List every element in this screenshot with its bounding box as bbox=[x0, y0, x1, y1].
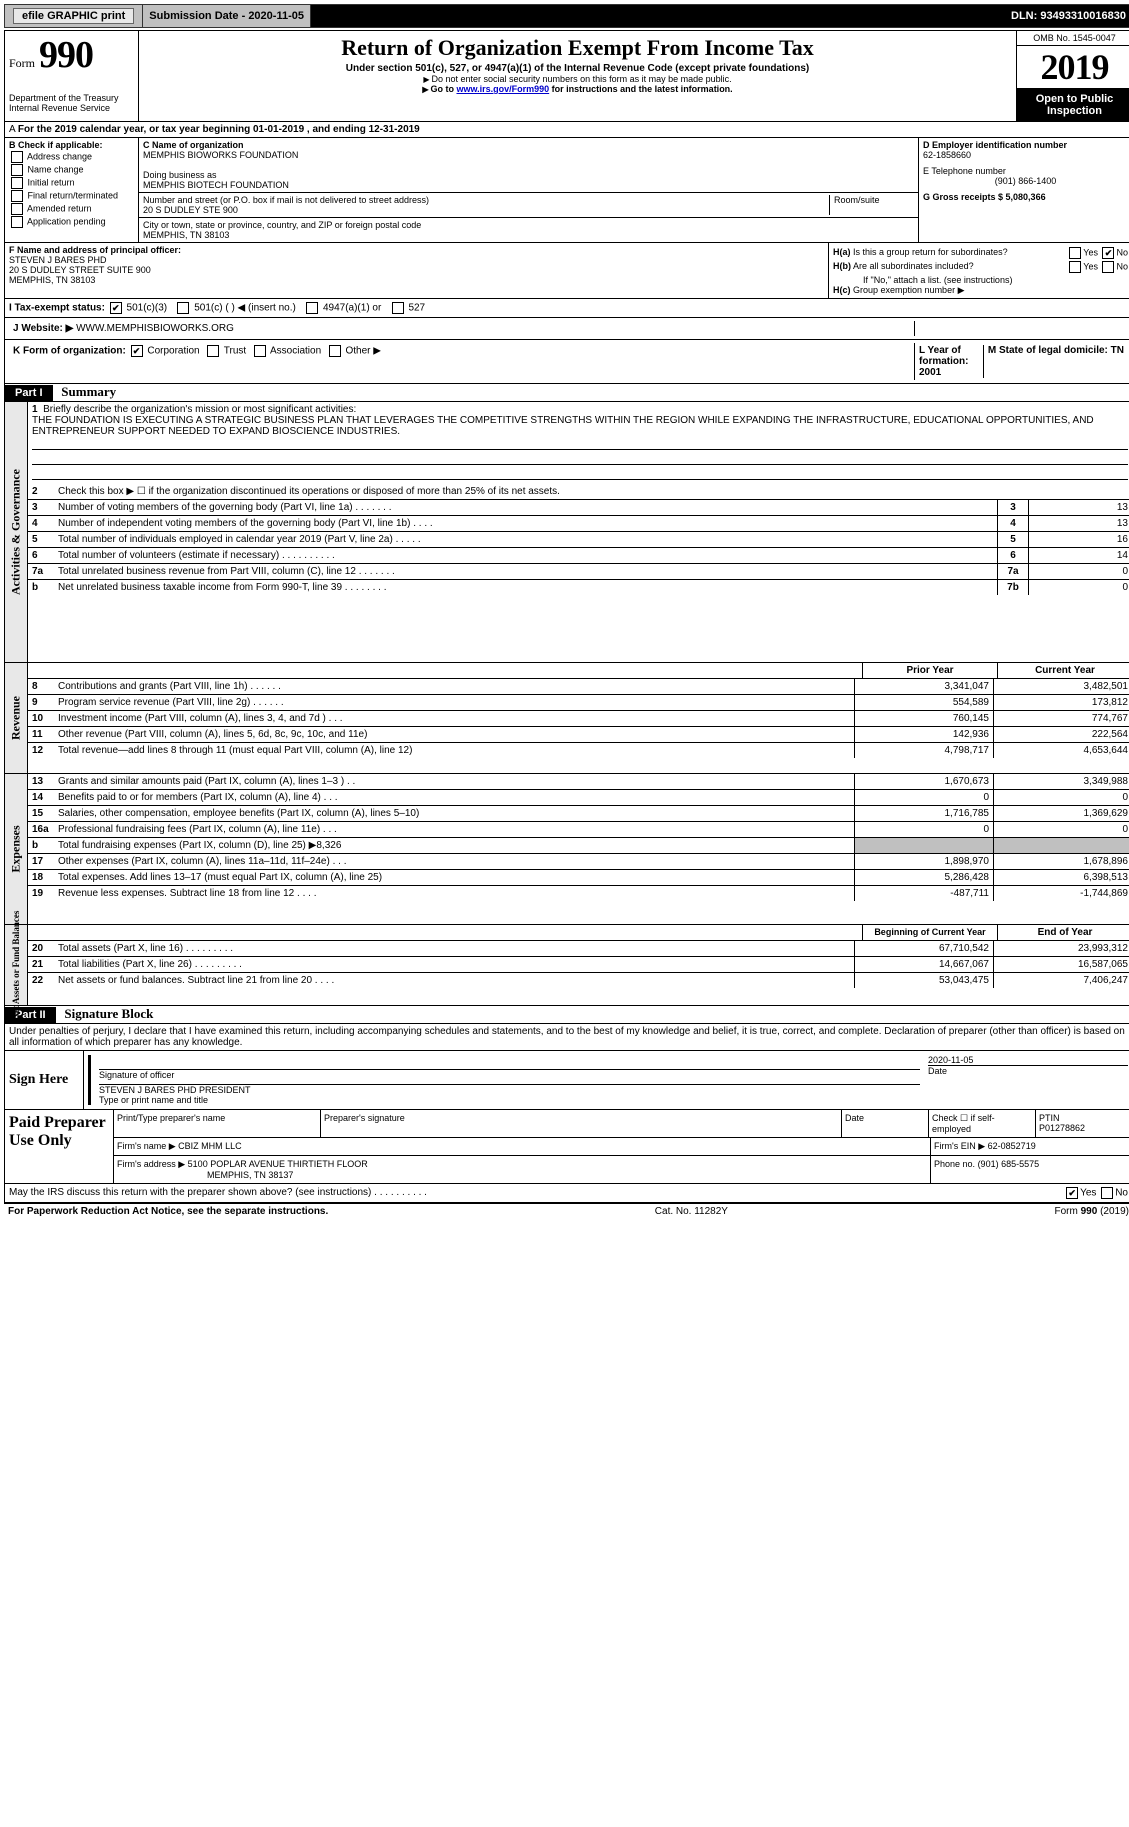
part1-header: Part I bbox=[5, 385, 53, 401]
website: WWW.MEMPHISBIOWORKS.ORG bbox=[76, 323, 234, 334]
org-name: MEMPHIS BIOWORKS FOUNDATION bbox=[143, 150, 914, 160]
discuss-preparer: May the IRS discuss this return with the… bbox=[9, 1187, 1064, 1199]
table-row: 15Salaries, other compensation, employee… bbox=[28, 806, 1129, 822]
form-container: Form 990 Department of the Treasury Inte… bbox=[4, 30, 1129, 1204]
form-number: 990 bbox=[39, 33, 93, 77]
street-label: Number and street (or P.O. box if mail i… bbox=[143, 195, 825, 205]
table-row: 16aProfessional fundraising fees (Part I… bbox=[28, 822, 1129, 838]
dba: MEMPHIS BIOTECH FOUNDATION bbox=[143, 180, 914, 190]
table-row: 18Total expenses. Add lines 13–17 (must … bbox=[28, 870, 1129, 886]
note-goto-pre: Go to bbox=[422, 84, 456, 94]
table-row: 9Program service revenue (Part VIII, lin… bbox=[28, 695, 1129, 711]
table-row: 22Net assets or fund balances. Subtract … bbox=[28, 973, 1129, 988]
firm-ein: 62-0852719 bbox=[988, 1141, 1036, 1151]
room-label: Room/suite bbox=[830, 195, 914, 215]
signer-name: STEVEN J BARES PHD PRESIDENT bbox=[99, 1085, 920, 1095]
table-row: 13Grants and similar amounts paid (Part … bbox=[28, 774, 1129, 790]
dln: DLN: 93493310016830 bbox=[311, 5, 1129, 27]
table-row: 8Contributions and grants (Part VIII, li… bbox=[28, 679, 1129, 695]
officer-label: F Name and address of principal officer: bbox=[9, 245, 824, 255]
table-row: 10Investment income (Part VIII, column (… bbox=[28, 711, 1129, 727]
efile-button[interactable]: efile GRAPHIC print bbox=[13, 8, 134, 24]
submission-date: Submission Date - 2020-11-05 bbox=[143, 5, 311, 27]
table-row: 17Other expenses (Part IX, column (A), l… bbox=[28, 854, 1129, 870]
officer-name: STEVEN J BARES PHD bbox=[9, 255, 824, 265]
footer-form: Form 990 (2019) bbox=[1055, 1206, 1129, 1217]
year-formation: L Year of formation: 2001 bbox=[919, 345, 984, 378]
dept-irs: Internal Revenue Service bbox=[9, 103, 134, 113]
vtab-revenue: Revenue bbox=[9, 696, 24, 740]
sig-date: 2020-11-05 bbox=[928, 1055, 1128, 1065]
form-label: Form bbox=[9, 56, 35, 71]
vtab-expenses: Expenses bbox=[9, 825, 24, 872]
tax-year: 2019 bbox=[1017, 46, 1129, 89]
mission: THE FOUNDATION IS EXECUTING A STRATEGIC … bbox=[32, 415, 1128, 437]
city: MEMPHIS, TN 38103 bbox=[143, 230, 914, 240]
org-name-label: C Name of organization bbox=[143, 140, 914, 150]
city-label: City or town, state or province, country… bbox=[143, 220, 914, 230]
line-a: A For the 2019 calendar year, or tax yea… bbox=[5, 122, 1129, 138]
form-subtitle: Under section 501(c), 527, or 4947(a)(1)… bbox=[143, 63, 1012, 74]
table-row: 11Other revenue (Part VIII, column (A), … bbox=[28, 727, 1129, 743]
box-b: B Check if applicable: Address change Na… bbox=[5, 138, 139, 242]
note-ssn: Do not enter social security numbers on … bbox=[143, 74, 1012, 84]
ptin: P01278862 bbox=[1039, 1123, 1085, 1133]
officer-addr1: 20 S DUDLEY STREET SUITE 900 bbox=[9, 265, 824, 275]
form-title: Return of Organization Exempt From Incom… bbox=[143, 35, 1012, 61]
table-row: 21Total liabilities (Part X, line 26) . … bbox=[28, 957, 1129, 973]
dba-label: Doing business as bbox=[143, 170, 914, 180]
table-row: 19Revenue less expenses. Subtract line 1… bbox=[28, 886, 1129, 901]
vtab-netassets: Net Assets or Fund Balances bbox=[11, 911, 21, 1020]
firm-addr: 5100 POPLAR AVENUE THIRTIETH FLOOR bbox=[188, 1159, 368, 1169]
dept-treasury: Department of the Treasury bbox=[9, 93, 134, 103]
table-row: bTotal fundraising expenses (Part IX, co… bbox=[28, 838, 1129, 854]
phone-label: E Telephone number bbox=[923, 166, 1128, 176]
open-to-public: Open to Public Inspection bbox=[1017, 89, 1129, 121]
table-row: 20Total assets (Part X, line 16) . . . .… bbox=[28, 941, 1129, 957]
omb-number: OMB No. 1545-0047 bbox=[1017, 31, 1129, 46]
phone: (901) 866-1400 bbox=[923, 176, 1128, 186]
top-toolbar: efile GRAPHIC print Submission Date - 20… bbox=[4, 4, 1129, 28]
firm-name: CBIZ MHM LLC bbox=[178, 1141, 242, 1151]
firm-phone: (901) 685-5575 bbox=[978, 1159, 1040, 1169]
officer-addr2: MEMPHIS, TN 38103 bbox=[9, 275, 824, 285]
cat-no: Cat. No. 11282Y bbox=[655, 1206, 728, 1217]
note-goto-post: for instructions and the latest informat… bbox=[549, 84, 733, 94]
ein-label: D Employer identification number bbox=[923, 140, 1128, 150]
paid-preparer-label: Paid Preparer Use Only bbox=[5, 1110, 114, 1183]
table-row: 14Benefits paid to or for members (Part … bbox=[28, 790, 1129, 806]
pra-notice: For Paperwork Reduction Act Notice, see … bbox=[8, 1206, 328, 1217]
part2-title: Signature Block bbox=[58, 1006, 153, 1021]
vtab-activities: Activities & Governance bbox=[9, 469, 24, 595]
state-domicile: M State of legal domicile: TN bbox=[984, 345, 1124, 378]
gross-receipts: G Gross receipts $ 5,080,366 bbox=[923, 192, 1128, 202]
street: 20 S DUDLEY STE 900 bbox=[143, 205, 825, 215]
part1-title: Summary bbox=[55, 384, 116, 399]
ein: 62-1858660 bbox=[923, 150, 1128, 160]
form990-link[interactable]: www.irs.gov/Form990 bbox=[456, 84, 549, 94]
sign-here-label: Sign Here bbox=[5, 1051, 84, 1109]
sig-declaration: Under penalties of perjury, I declare th… bbox=[5, 1024, 1129, 1051]
table-row: 12Total revenue—add lines 8 through 11 (… bbox=[28, 743, 1129, 758]
